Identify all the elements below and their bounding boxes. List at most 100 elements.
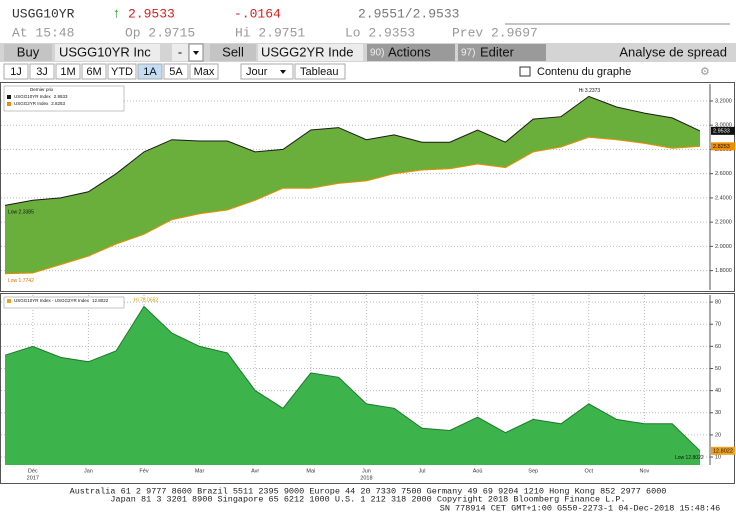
frequency-field[interactable] <box>240 63 294 80</box>
x-tick-label: Jul <box>418 468 425 474</box>
x-tick-label: Déc <box>28 468 38 474</box>
edit-label[interactable]: Editer <box>480 44 515 59</box>
legend-title: Dernier prix <box>30 87 54 92</box>
y-tick-label: 2.4000 <box>715 195 732 201</box>
period-button[interactable] <box>29 63 55 80</box>
last-value-label: 12.8022 <box>713 448 733 454</box>
period-label[interactable]: Max <box>194 66 215 78</box>
last-value-label: 2.9533 <box>713 128 730 134</box>
last-value-label: 2.8253 <box>713 144 730 150</box>
actions-label[interactable]: Actions <box>388 44 431 59</box>
y-tick-label: 2.2000 <box>715 220 732 226</box>
buy-label[interactable]: Buy <box>17 44 40 59</box>
frequency[interactable]: Jour <box>246 66 268 78</box>
bid-ask: 2.9551/2.9533 <box>358 6 459 21</box>
period-button[interactable] <box>137 63 163 80</box>
period-label[interactable]: 5A <box>169 66 183 78</box>
legend-name: USGG10YR Index - USGG2YR Index <box>14 298 90 303</box>
high: Hi 2.9751 <box>235 25 305 40</box>
x-tick-label: Jun <box>362 468 371 474</box>
min-annotation: Low 2.3385 <box>8 210 34 216</box>
y-tick-label: 70 <box>715 322 721 328</box>
spread-fill <box>5 96 700 274</box>
footer-line: Australia 61 2 9777 8600 Brazil 5511 239… <box>70 486 667 496</box>
x-tick-label: Jan <box>84 468 93 474</box>
content-icon <box>519 66 531 77</box>
security2-field[interactable] <box>258 44 363 61</box>
sell-label[interactable]: Sell <box>222 44 244 59</box>
edit-code[interactable]: 97) <box>461 48 475 59</box>
sell-button[interactable] <box>210 44 256 61</box>
security2[interactable]: USGG2YR Inde <box>261 44 354 59</box>
low: Lo 2.9353 <box>345 25 415 40</box>
settings-icon[interactable]: ⚙ <box>700 66 710 78</box>
function-title: Analyse de spread <box>619 44 727 59</box>
y-tick-label: 2.6000 <box>715 171 732 177</box>
period-bar: 1J 3J 1M 6M YTD 1A 5A Max <box>3 63 219 80</box>
period-label[interactable]: 1J <box>10 66 22 78</box>
max-annotation: Hi 3.2373 <box>579 88 601 94</box>
legend-value: 2.8253 <box>51 101 65 106</box>
period-button[interactable] <box>189 63 219 80</box>
charts: 1.80002.00002.20002.40002.60002.80003.00… <box>1 84 735 481</box>
series-line <box>4 305 701 452</box>
series-line <box>4 136 701 275</box>
legend-name: USGG10YR Index <box>14 94 52 99</box>
period-button[interactable] <box>81 63 107 80</box>
y-tick-label: 2.0000 <box>715 244 732 250</box>
y-tick-label: 3.2000 <box>715 98 732 104</box>
time: At 15:48 <box>12 25 74 40</box>
last-value-box <box>711 142 735 151</box>
legend-box <box>3 296 125 309</box>
x-tick-label: Nov <box>640 468 650 474</box>
last-price: 2.9533 <box>128 6 175 21</box>
period-label[interactable]: 3J <box>36 66 48 78</box>
period-label[interactable]: 6M <box>86 66 101 78</box>
content-label[interactable]: Contenu du graphe <box>537 66 631 78</box>
net-change: -.0164 <box>234 6 281 21</box>
series-line <box>4 95 701 206</box>
x-tick-label: Avr <box>251 468 259 474</box>
table-label[interactable]: Tableau <box>300 66 339 78</box>
up-arrow: ↑ <box>113 5 120 21</box>
y-tick-label: 3.0000 <box>715 123 732 129</box>
open: Op 2.9715 <box>125 25 195 40</box>
operator-field[interactable] <box>172 44 188 61</box>
legend-box <box>3 85 125 112</box>
edit-button[interactable] <box>458 44 546 61</box>
x-tick-label: Fév <box>139 468 148 474</box>
period-label[interactable]: 1A <box>143 66 157 78</box>
dropdown-arrow <box>280 70 286 74</box>
last-value-box <box>711 126 735 135</box>
x-tick-label: Mar <box>195 468 205 474</box>
actions-code[interactable]: 90) <box>370 48 384 59</box>
y-tick-label: 40 <box>715 388 721 394</box>
period-button[interactable] <box>55 63 81 80</box>
legend-swatch <box>7 102 11 106</box>
period-button[interactable] <box>3 63 29 80</box>
security1-field[interactable] <box>55 44 160 61</box>
last-value-box <box>711 446 735 455</box>
legend-value: 2.9533 <box>54 94 68 99</box>
operator[interactable]: - <box>178 44 182 59</box>
security1[interactable]: USGG10YR Inc <box>59 44 151 59</box>
actions-button[interactable] <box>367 44 455 61</box>
min-annotation: Low 12.8022 <box>675 455 704 461</box>
table-button[interactable] <box>294 63 346 80</box>
y-tick-label: 30 <box>715 410 721 416</box>
y-tick-label: 10 <box>715 454 721 460</box>
x-year-label: 2017 <box>27 475 39 481</box>
period-button[interactable] <box>163 63 189 80</box>
x-tick-label: Mai <box>306 468 315 474</box>
legend-name: USGG2YR Index <box>14 101 49 106</box>
period-button[interactable] <box>107 63 137 80</box>
legend-swatch <box>7 299 11 303</box>
period-label[interactable]: 1M <box>60 66 75 78</box>
x-tick-label: Aoû <box>473 468 483 474</box>
period-label[interactable]: YTD <box>111 66 133 78</box>
ticker: USGG10YR <box>12 6 75 21</box>
y-tick-label: 20 <box>715 432 721 438</box>
y-tick-label: 60 <box>715 344 721 350</box>
buy-button[interactable] <box>4 44 52 61</box>
